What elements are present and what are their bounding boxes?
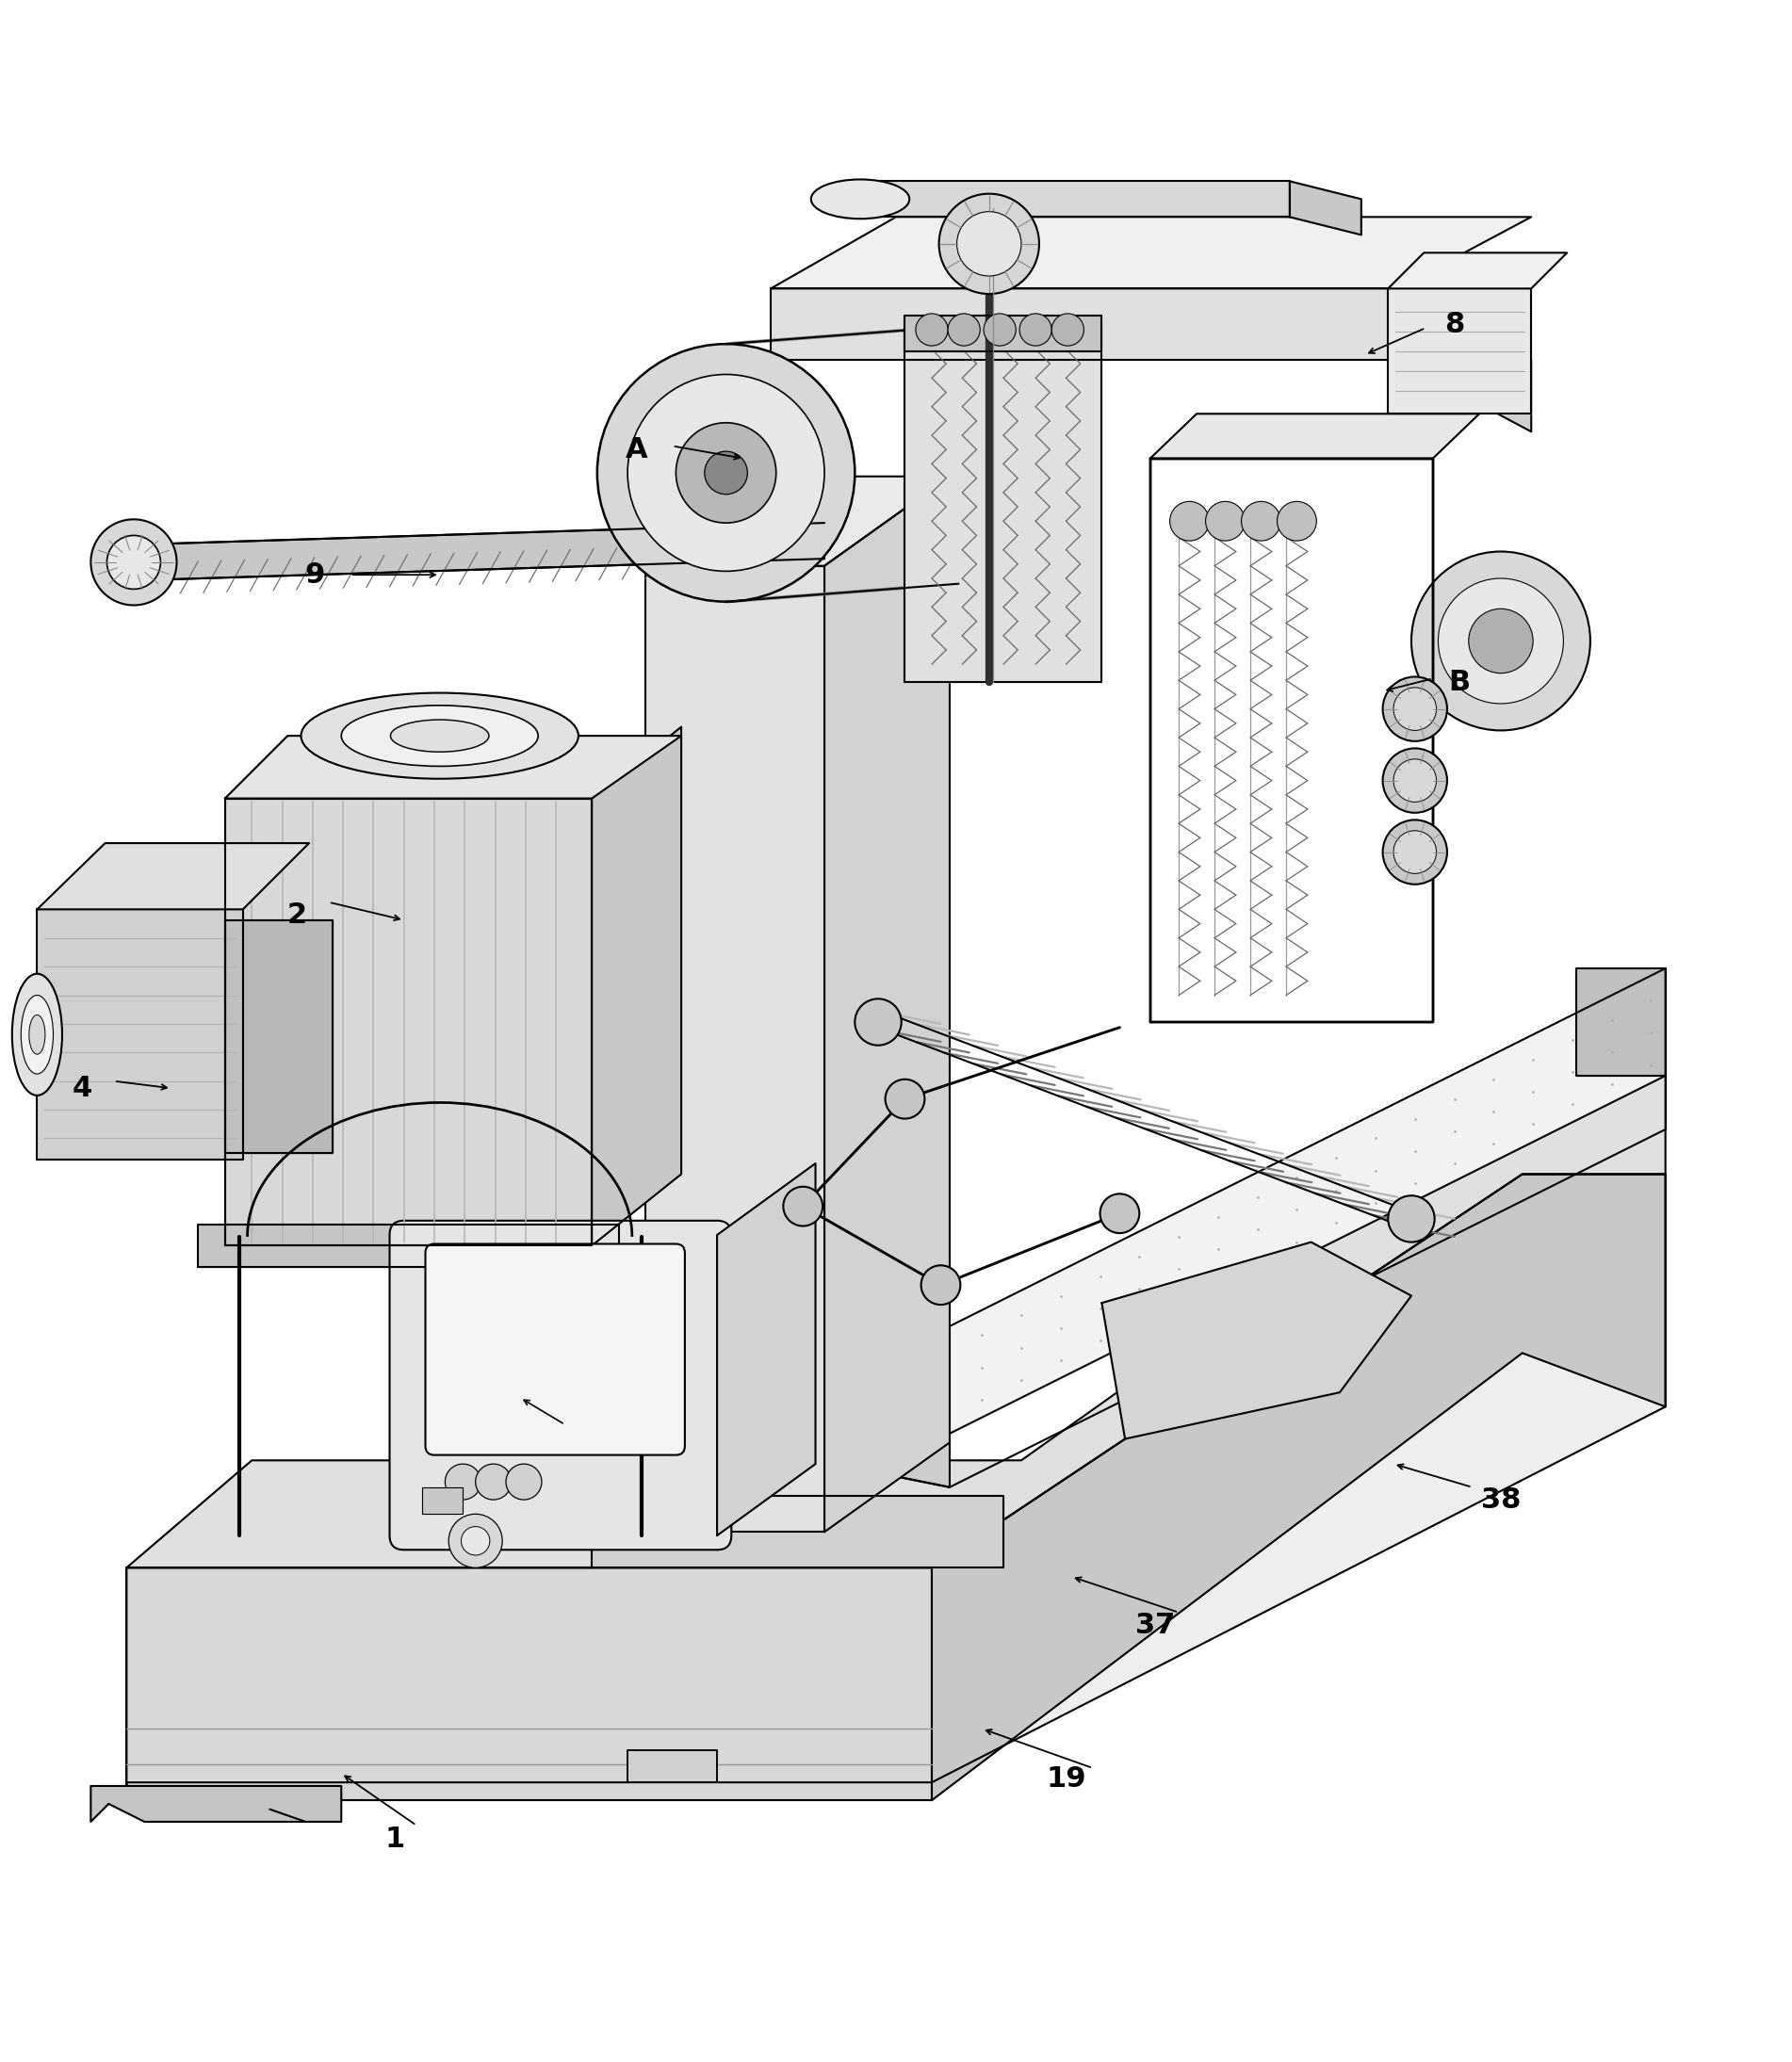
Polygon shape: [1102, 1241, 1412, 1439]
Polygon shape: [38, 909, 244, 1159]
Text: 4: 4: [72, 1074, 91, 1101]
Circle shape: [1412, 551, 1590, 730]
Circle shape: [921, 1266, 961, 1305]
Circle shape: [855, 998, 901, 1045]
Polygon shape: [717, 1163, 815, 1536]
Circle shape: [1394, 759, 1437, 802]
Circle shape: [1052, 313, 1084, 346]
Circle shape: [1383, 676, 1448, 740]
Polygon shape: [824, 476, 950, 1532]
Polygon shape: [145, 524, 824, 579]
Circle shape: [1020, 313, 1052, 346]
Circle shape: [627, 375, 824, 571]
Ellipse shape: [340, 705, 538, 767]
Polygon shape: [127, 1567, 932, 1800]
Polygon shape: [226, 798, 591, 1245]
Ellipse shape: [301, 693, 579, 779]
Circle shape: [1383, 821, 1448, 885]
Circle shape: [505, 1464, 541, 1499]
Polygon shape: [226, 920, 332, 1153]
Polygon shape: [38, 843, 308, 909]
Circle shape: [957, 212, 1021, 276]
Text: 9: 9: [305, 561, 324, 588]
Polygon shape: [771, 217, 1530, 289]
Polygon shape: [421, 1487, 462, 1514]
Polygon shape: [199, 1225, 618, 1268]
Circle shape: [448, 1514, 502, 1567]
Ellipse shape: [391, 720, 489, 753]
Circle shape: [1394, 831, 1437, 874]
Circle shape: [444, 1464, 480, 1499]
Polygon shape: [127, 1173, 1665, 1800]
Polygon shape: [771, 1291, 950, 1487]
Circle shape: [1170, 501, 1210, 540]
Polygon shape: [1398, 289, 1530, 431]
Circle shape: [1242, 501, 1281, 540]
Circle shape: [108, 536, 161, 590]
Polygon shape: [244, 920, 332, 1153]
Polygon shape: [771, 289, 1398, 361]
Circle shape: [1389, 1196, 1435, 1241]
Circle shape: [475, 1464, 511, 1499]
Text: 8: 8: [1444, 311, 1464, 338]
Ellipse shape: [29, 1015, 45, 1054]
Polygon shape: [591, 1497, 1004, 1567]
Circle shape: [91, 520, 177, 606]
Circle shape: [1439, 577, 1563, 703]
FancyBboxPatch shape: [425, 1243, 685, 1456]
Circle shape: [1394, 687, 1437, 730]
Circle shape: [1278, 501, 1317, 540]
Circle shape: [916, 313, 948, 346]
Text: A: A: [625, 435, 647, 464]
Polygon shape: [91, 1786, 340, 1821]
Polygon shape: [645, 476, 950, 565]
Circle shape: [1206, 501, 1245, 540]
Polygon shape: [905, 324, 1102, 683]
Text: B: B: [1448, 668, 1471, 695]
Polygon shape: [226, 736, 681, 798]
Polygon shape: [1575, 969, 1665, 1076]
Ellipse shape: [812, 179, 909, 219]
Circle shape: [984, 313, 1016, 346]
Circle shape: [1469, 608, 1532, 672]
Circle shape: [597, 344, 855, 602]
Text: 38: 38: [1480, 1487, 1521, 1514]
Text: 2: 2: [287, 901, 306, 928]
Circle shape: [885, 1078, 925, 1120]
Polygon shape: [645, 565, 824, 1532]
Polygon shape: [860, 181, 1290, 217]
Polygon shape: [1389, 254, 1566, 289]
Polygon shape: [127, 1066, 1665, 1567]
Ellipse shape: [13, 973, 63, 1095]
Circle shape: [939, 194, 1039, 295]
Circle shape: [1100, 1194, 1140, 1233]
Polygon shape: [1290, 181, 1362, 235]
Text: 1: 1: [385, 1827, 405, 1854]
Text: 19: 19: [1047, 1765, 1086, 1792]
FancyBboxPatch shape: [389, 1221, 731, 1551]
Polygon shape: [932, 1173, 1665, 1800]
Polygon shape: [771, 969, 1665, 1433]
Circle shape: [1383, 749, 1448, 812]
Polygon shape: [1150, 414, 1480, 458]
Polygon shape: [627, 1751, 717, 1782]
Polygon shape: [1389, 289, 1530, 414]
Circle shape: [948, 313, 980, 346]
Circle shape: [704, 452, 747, 495]
Circle shape: [676, 423, 776, 524]
Ellipse shape: [22, 996, 54, 1074]
Text: 37: 37: [1136, 1610, 1176, 1639]
Circle shape: [461, 1526, 489, 1555]
Polygon shape: [591, 728, 681, 1245]
Polygon shape: [905, 315, 1102, 351]
Circle shape: [783, 1186, 823, 1227]
